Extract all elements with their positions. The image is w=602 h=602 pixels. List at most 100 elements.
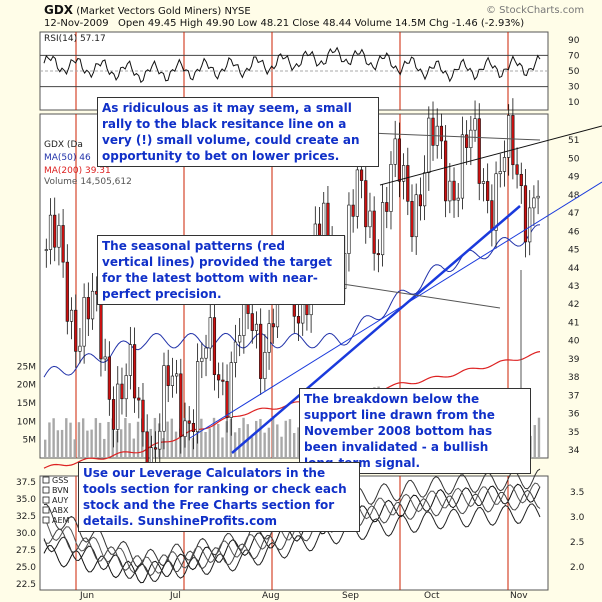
volume-bar-5 [65,418,68,458]
candle-body-66 [322,202,326,240]
volume-bar-3 [56,430,60,458]
volume-bar-59 [293,433,296,458]
lower-legend-swatch-ABX [42,506,50,514]
volume-bar-45 [233,432,237,458]
candle-body-35 [191,422,196,433]
candle-body-92 [431,117,435,146]
volume-tick-10M: 10M [17,417,36,427]
volume-bar-49 [250,437,254,458]
candle-body-9 [82,297,86,347]
price-tick-43: 43 [568,282,579,292]
lower-right-tick-3.5: 3.5 [570,488,584,498]
volume-bar-60 [297,427,300,458]
lower-left-tick-32.5: 32.5 [16,512,36,522]
candle-body-81 [385,202,389,212]
candle-body-44 [229,362,233,418]
candle-body-103 [477,118,481,184]
candle-body-113 [519,173,523,186]
candle-body-33 [183,420,187,437]
candle-body-85 [401,165,406,182]
lower-month-Oct: Oct [424,591,440,601]
candle-body-76 [364,180,368,228]
volume-bar-22 [136,421,140,458]
lower-right-tick-2.5: 2.5 [570,538,584,548]
volume-tick-15M: 15M [17,399,36,409]
lower-left-tick-37.5: 37.5 [16,478,36,488]
candle-body-43 [225,381,229,418]
price-tick-34: 34 [568,446,580,456]
candle-body-22 [137,397,141,401]
candle-body-16 [111,399,116,430]
legend-gdx: GDX (Da [44,140,83,150]
lower-left-tick-30.0: 30.0 [16,529,36,539]
candle-body-37 [200,357,204,362]
lower-legend-swatch-BVN [42,486,50,494]
bold-support-trendline [231,205,521,454]
candle-body-83 [393,138,397,165]
candle-body-45 [233,341,238,363]
volume-bar-9 [81,418,85,458]
candle-body-5 [65,261,69,322]
volume-bar-42 [221,437,224,458]
candle-body-84 [397,138,401,182]
candle-body-28 [162,365,166,432]
candle-body-51 [259,323,263,379]
volume-bar-12 [94,418,98,458]
candle-body-32 [179,373,183,437]
candle-body-110 [507,115,511,158]
candle-body-72 [347,204,351,254]
lower-legend-AUY: AUY [52,496,68,505]
candle-body-89 [418,194,423,207]
lower-legend-swatch-GSS [42,476,50,484]
rsi-line [43,46,541,84]
price-tick-51: 51 [568,136,579,146]
volume-bar-35 [191,437,195,458]
volume-bar-17 [115,430,119,458]
candle-body-20 [128,344,132,376]
rsi-tick-90: 90 [568,36,580,46]
candle-body-99 [460,134,465,199]
candle-body-21 [132,344,137,399]
volume-bar-7 [73,439,76,458]
price-tick-44: 44 [568,264,580,274]
callout-line-2 [335,282,501,309]
price-tick-35: 35 [568,428,579,438]
lower-legend-swatch-AUY [42,496,50,504]
legend-volume: Volume 14,505,612 [44,177,132,187]
volume-bar-6 [69,422,72,458]
volume-bar-54 [271,417,275,458]
candle-body-49 [250,313,254,331]
volume-tick-25M: 25M [17,362,36,372]
lower-left-tick-27.5: 27.5 [16,546,36,556]
volume-bar-10 [86,430,89,458]
candle-body-95 [444,140,448,202]
candle-body-29 [166,365,170,386]
candle-body-108 [498,171,502,175]
lower-month-Aug: Aug [262,591,280,601]
lower-legend-AEM: AEM [52,516,70,525]
volume-bar-21 [132,438,136,458]
candle-body-30 [170,375,175,386]
watermark: © StockCharts.com [486,5,585,16]
volume-bar-29 [166,421,169,458]
volume-bar-19 [124,418,127,458]
candle-body-90 [423,172,427,207]
candle-body-107 [494,173,498,231]
candle-body-36 [196,361,200,433]
candle-body-102 [473,118,477,131]
price-tick-41: 41 [568,318,579,328]
volume-bar-32 [179,428,182,458]
candle-body-19 [124,375,128,400]
candle-body-52 [263,351,267,379]
annotation-breakdown: The breakdown below the support line dra… [299,388,531,474]
candle-body-88 [414,194,418,238]
legend-ma50: MA(50) 46 [44,153,91,163]
ohlc-readout: Open 49.45 High 49.90 Low 48.21 Close 48… [118,18,525,29]
candle-body-23 [141,399,145,433]
ma50-line [43,224,541,378]
candle-body-17 [116,383,120,430]
annotation-promo: Use our Leverage Calculators in the tool… [78,462,360,532]
volume-bar-51 [259,418,262,458]
lower-month-Sep: Sep [342,591,359,601]
candle-body-41 [217,374,221,381]
